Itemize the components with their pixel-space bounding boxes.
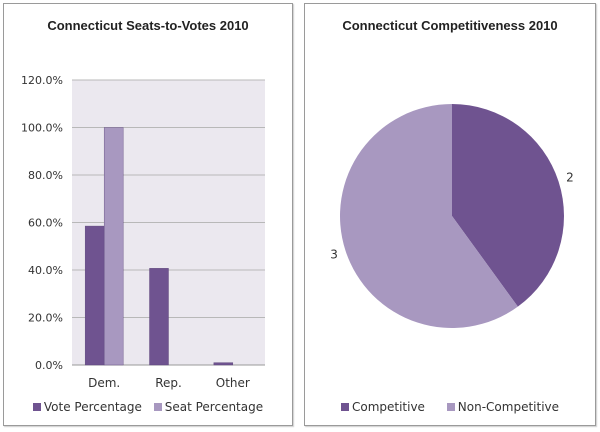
bar-chart: 0.0% 20.0% 40.0% 60.0% 80.0% 100.0% 120.0% Dem.… bbox=[21, 74, 265, 390]
pie-slice-competitive bbox=[452, 104, 564, 307]
pie-slice-non-competitive bbox=[340, 104, 518, 328]
legend-swatch-seat bbox=[153, 403, 162, 411]
y-tick-label: 80.0% bbox=[28, 169, 63, 182]
x-tick-label: Other bbox=[216, 376, 250, 390]
legend-label: Non-Competitive bbox=[457, 400, 560, 414]
pie-data-label: 2 bbox=[566, 171, 574, 185]
legend-swatch-vote bbox=[32, 403, 41, 411]
pie-chart: 23 bbox=[330, 104, 574, 328]
y-tick-label: 40.0% bbox=[28, 264, 63, 277]
legend-item-competitive: Competitive bbox=[340, 400, 425, 414]
seats-to-votes-chart-panel: Connecticut Seats-to-Votes 2010 0.0% 20.0… bbox=[3, 3, 293, 426]
pie-chart-title: Connecticut Competitiveness 2010 bbox=[342, 18, 558, 33]
bar-vote-percentage bbox=[213, 362, 234, 366]
y-tick-label: 60.0% bbox=[28, 217, 63, 230]
bar-vote-percentage bbox=[149, 268, 169, 366]
pie-chart-legend: Competitive Non-Competitive bbox=[305, 400, 595, 414]
bar-seat-percentage bbox=[103, 127, 124, 366]
legend-swatch-non-competitive bbox=[446, 403, 455, 411]
legend-swatch-competitive bbox=[340, 403, 349, 411]
legend-label: Competitive bbox=[351, 400, 425, 414]
x-tick-label: Rep. bbox=[155, 376, 182, 390]
y-tick-label: 20.0% bbox=[28, 312, 63, 325]
bar-chart-title: Connecticut Seats-to-Votes 2010 bbox=[47, 18, 249, 33]
y-tick-label: 0.0% bbox=[35, 359, 63, 372]
legend-item-seat-percentage: Seat Percentage bbox=[153, 400, 264, 414]
y-tick-label: 120.0% bbox=[21, 74, 63, 87]
legend-label: Seat Percentage bbox=[164, 400, 264, 414]
legend-item-vote-percentage: Vote Percentage bbox=[32, 400, 142, 414]
pie-data-label: 3 bbox=[330, 247, 338, 261]
bar-vote-percentage bbox=[84, 225, 105, 366]
legend-label: Vote Percentage bbox=[43, 400, 142, 414]
legend-item-non-competitive: Non-Competitive bbox=[446, 400, 560, 414]
y-tick-label: 100.0% bbox=[21, 122, 63, 135]
bar-chart-legend: Vote Percentage Seat Percentage bbox=[4, 400, 292, 414]
x-tick-label: Dem. bbox=[88, 376, 120, 390]
